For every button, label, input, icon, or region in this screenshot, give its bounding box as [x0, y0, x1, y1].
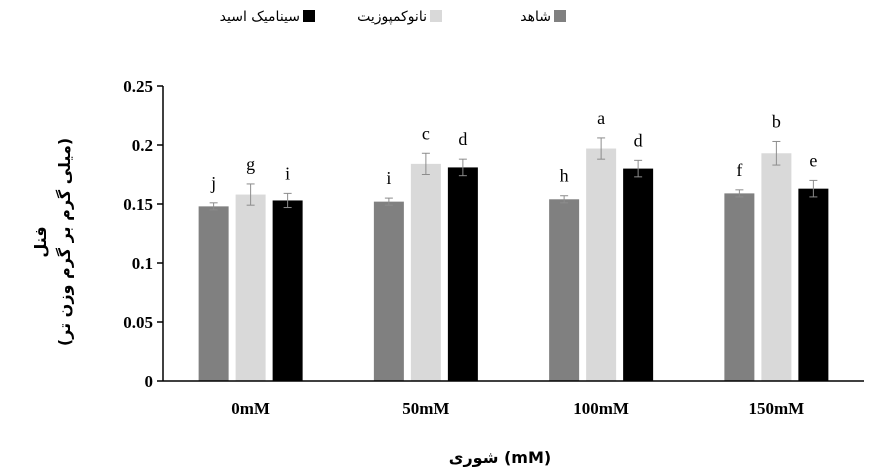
- legend-swatch-cinnamic-acid: [303, 10, 315, 22]
- y-axis-title: فنل (میلی گرم بر گرم وزن تر): [31, 138, 74, 346]
- x-axis-ticks: 0mM 50mM 100mM 150mM: [231, 399, 804, 418]
- x-tick-label: 150mM: [749, 399, 805, 418]
- bar-control-0mM: [198, 206, 229, 381]
- y-axis-unit: (میلی گرم بر گرم وزن تر): [55, 138, 74, 346]
- error-bar-cinnamic-acid-150mM: [809, 179, 818, 198]
- letter-control-0mM: j: [210, 173, 216, 193]
- letter-cinnamic-acid-50mM: d: [458, 129, 467, 149]
- bar-nanocomposite-0mM: [235, 194, 266, 381]
- error-bars: [209, 137, 818, 211]
- legend-label-cinnamic-acid: سینامیک اسید: [220, 9, 300, 25]
- y-tick-label: 0.15: [123, 195, 153, 214]
- y-axis-label: فنل: [31, 226, 50, 257]
- error-bar-cinnamic-acid-0mM: [283, 192, 292, 209]
- error-bar-control-0mM: [209, 202, 218, 211]
- bar-nanocomposite-150mM: [761, 153, 792, 381]
- x-tick-label: 0mM: [231, 399, 270, 418]
- letter-nanocomposite-100mM: a: [597, 108, 605, 128]
- y-tick-label: 0.1: [132, 254, 153, 273]
- bar-cinnamic-acid-150mM: [798, 188, 829, 381]
- error-bar-cinnamic-acid-50mM: [458, 158, 467, 177]
- letter-nanocomposite-50mM: c: [422, 123, 430, 143]
- legend-label-control: شاهد: [520, 9, 551, 25]
- letter-cinnamic-acid-100mM: d: [634, 130, 643, 150]
- error-bar-control-100mM: [560, 195, 569, 204]
- error-bar-control-50mM: [384, 197, 393, 206]
- letter-control-100mM: h: [560, 166, 569, 186]
- error-bar-nanocomposite-150mM: [772, 140, 781, 166]
- letter-nanocomposite-150mM: b: [772, 111, 781, 131]
- y-tick-label: 0.25: [123, 77, 153, 96]
- significance-letters: j g i i c d h a d f b e: [210, 108, 817, 193]
- error-bar-cinnamic-acid-100mM: [634, 159, 643, 178]
- letter-nanocomposite-0mM: g: [246, 154, 255, 174]
- error-bar-nanocomposite-100mM: [597, 137, 606, 160]
- bar-nanocomposite-50mM: [410, 163, 441, 381]
- legend-item-cinnamic-acid: سینامیک اسید: [220, 9, 315, 25]
- bar-cinnamic-acid-50mM: [447, 167, 478, 381]
- y-axis-ticks: 0 0.05 0.1 0.15 0.2 0.25: [123, 77, 163, 391]
- bar-control-150mM: [724, 193, 755, 381]
- x-axis-title: شوری (mM): [449, 448, 551, 467]
- error-bar-nanocomposite-50mM: [421, 152, 430, 175]
- bar-cinnamic-acid-0mM: [272, 200, 303, 381]
- y-tick-label: 0: [145, 372, 154, 391]
- legend-item-control: شاهد: [520, 9, 566, 25]
- bars: [198, 148, 829, 381]
- error-bar-nanocomposite-0mM: [246, 183, 255, 206]
- letter-control-150mM: f: [736, 160, 742, 180]
- legend: شاهد نانوکمپوزیت سینامیک اسید: [220, 9, 566, 25]
- bar-nanocomposite-100mM: [586, 148, 617, 381]
- y-tick-label: 0.05: [123, 313, 153, 332]
- letter-cinnamic-acid-150mM: e: [809, 150, 817, 170]
- x-tick-label: 50mM: [402, 399, 449, 418]
- bar-control-100mM: [549, 199, 580, 381]
- letter-control-50mM: i: [386, 168, 391, 188]
- legend-swatch-nanocomposite: [430, 10, 442, 22]
- bar-control-50mM: [373, 201, 404, 381]
- x-tick-label: 100mM: [573, 399, 629, 418]
- legend-label-nanocomposite: نانوکمپوزیت: [357, 9, 427, 25]
- letter-cinnamic-acid-0mM: i: [285, 163, 290, 183]
- legend-swatch-control: [554, 10, 566, 22]
- bar-cinnamic-acid-100mM: [623, 168, 654, 381]
- legend-item-nanocomposite: نانوکمپوزیت: [357, 9, 442, 25]
- error-bar-control-150mM: [735, 189, 744, 198]
- y-tick-label: 0.2: [132, 136, 153, 155]
